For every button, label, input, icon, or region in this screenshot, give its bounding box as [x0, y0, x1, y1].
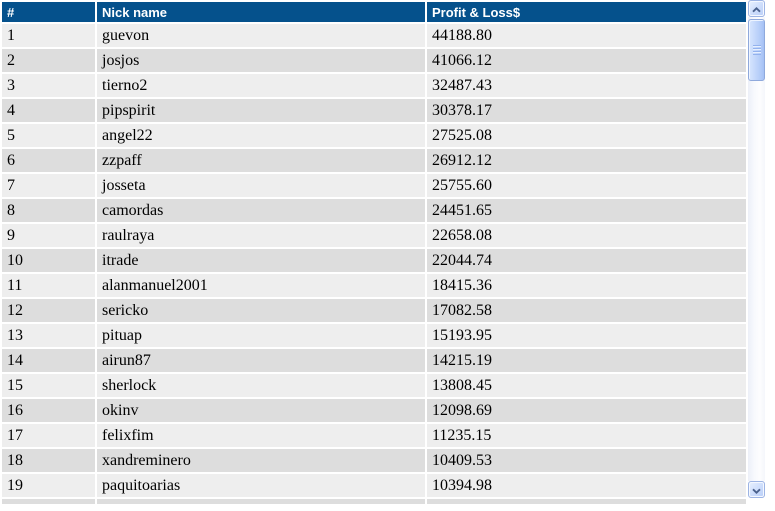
header-row: # Nick name Profit & Loss$ — [2, 2, 746, 22]
table-row: 3 tierno2 32487.43 — [2, 74, 746, 97]
table-body: 1 guevon 44188.80 2 josjos 41066.12 3 ti… — [2, 24, 746, 497]
table-row: 7 josseta 25755.60 — [2, 174, 746, 197]
pnl-cell: 22658.08 — [427, 224, 746, 247]
rank-cell: 18 — [2, 449, 95, 472]
scrollbar-thumb[interactable] — [748, 19, 765, 81]
rank-cell: 16 — [2, 399, 95, 422]
nick-cell: pituap — [97, 324, 425, 347]
pnl-cell: 30378.17 — [427, 99, 746, 122]
pnl-cell: 14215.19 — [427, 349, 746, 372]
pnl-cell: 10409.53 — [427, 449, 746, 472]
nick-cell: airun87 — [97, 349, 425, 372]
table-row: 18 xandreminero 10409.53 — [2, 449, 746, 472]
leaderboard-table: # Nick name Profit & Loss$ 1 guevon 4418… — [2, 2, 746, 504]
table-body-overflow — [2, 499, 746, 504]
rank-cell: 10 — [2, 249, 95, 272]
table-row: 11 alanmanuel2001 18415.36 — [2, 274, 746, 297]
nick-cell: josseta — [97, 174, 425, 197]
pnl-cell: 24451.65 — [427, 199, 746, 222]
rank-cell: 4 — [2, 99, 95, 122]
nick-cell: josjos — [97, 49, 425, 72]
rank-cell: 2 — [2, 49, 95, 72]
leaderboard-viewport: # Nick name Profit & Loss$ 1 guevon 4418… — [2, 2, 746, 504]
table-row: 10 itrade 22044.74 — [2, 249, 746, 272]
pnl-cell: 32487.43 — [427, 74, 746, 97]
rank-cell: 15 — [2, 374, 95, 397]
nick-cell: zzpaff — [97, 149, 425, 172]
scrollbar-track[interactable] — [748, 17, 765, 481]
nick-cell: paquitoarias — [97, 474, 425, 497]
table-row: 13 pituap 15193.95 — [2, 324, 746, 347]
table-row: 19 paquitoarias 10394.98 — [2, 474, 746, 497]
pnl-cell: 13808.45 — [427, 374, 746, 397]
pnl-cell: 26912.12 — [427, 149, 746, 172]
table-header: # Nick name Profit & Loss$ — [2, 2, 746, 22]
table-row-partial — [2, 499, 746, 504]
rank-cell: 13 — [2, 324, 95, 347]
table-row: 6 zzpaff 26912.12 — [2, 149, 746, 172]
table-row: 14 airun87 14215.19 — [2, 349, 746, 372]
table-row: 5 angel22 27525.08 — [2, 124, 746, 147]
scroll-down-button[interactable] — [748, 481, 765, 498]
pnl-cell: 22044.74 — [427, 249, 746, 272]
nick-cell: sericko — [97, 299, 425, 322]
nick-cell: raulraya — [97, 224, 425, 247]
table-row: 17 felixfim 11235.15 — [2, 424, 746, 447]
rank-cell: 17 — [2, 424, 95, 447]
pnl-cell: 44188.80 — [427, 24, 746, 47]
pnl-cell: 25755.60 — [427, 174, 746, 197]
table-row: 9 raulraya 22658.08 — [2, 224, 746, 247]
pnl-cell: 18415.36 — [427, 274, 746, 297]
vertical-scrollbar[interactable] — [748, 0, 765, 498]
pnl-cell: 17082.58 — [427, 299, 746, 322]
table-row: 4 pipspirit 30378.17 — [2, 99, 746, 122]
table-row: 8 camordas 24451.65 — [2, 199, 746, 222]
nick-cell: felixfim — [97, 424, 425, 447]
table-row: 1 guevon 44188.80 — [2, 24, 746, 47]
pnl-cell: 41066.12 — [427, 49, 746, 72]
nick-cell: guevon — [97, 24, 425, 47]
scroll-up-button[interactable] — [748, 0, 765, 17]
pnl-cell: 11235.15 — [427, 424, 746, 447]
rank-cell: 14 — [2, 349, 95, 372]
chevron-up-icon — [752, 0, 761, 18]
rank-cell: 1 — [2, 24, 95, 47]
nick-cell: angel22 — [97, 124, 425, 147]
rank-cell: 11 — [2, 274, 95, 297]
rank-cell: 3 — [2, 74, 95, 97]
table-row: 15 sherlock 13808.45 — [2, 374, 746, 397]
nick-cell: xandreminero — [97, 449, 425, 472]
rank-cell: 7 — [2, 174, 95, 197]
nick-cell: sherlock — [97, 374, 425, 397]
rank-cell: 8 — [2, 199, 95, 222]
column-header-nick-name[interactable]: Nick name — [97, 2, 425, 22]
pnl-cell — [427, 499, 746, 504]
pnl-cell: 10394.98 — [427, 474, 746, 497]
column-header-profit-loss[interactable]: Profit & Loss$ — [427, 2, 746, 22]
chevron-down-icon — [752, 481, 761, 499]
nick-cell: camordas — [97, 199, 425, 222]
rank-cell: 19 — [2, 474, 95, 497]
pnl-cell: 27525.08 — [427, 124, 746, 147]
rank-cell: 9 — [2, 224, 95, 247]
pnl-cell: 12098.69 — [427, 399, 746, 422]
column-header-rank[interactable]: # — [2, 2, 95, 22]
table-row: 16 okinv 12098.69 — [2, 399, 746, 422]
nick-cell: itrade — [97, 249, 425, 272]
rank-cell: 5 — [2, 124, 95, 147]
nick-cell — [97, 499, 425, 504]
rank-cell — [2, 499, 95, 504]
nick-cell: okinv — [97, 399, 425, 422]
nick-cell: alanmanuel2001 — [97, 274, 425, 297]
scrollbar-grip-icon — [752, 45, 761, 55]
nick-cell: pipspirit — [97, 99, 425, 122]
rank-cell: 6 — [2, 149, 95, 172]
pnl-cell: 15193.95 — [427, 324, 746, 347]
rank-cell: 12 — [2, 299, 95, 322]
table-row: 12 sericko 17082.58 — [2, 299, 746, 322]
nick-cell: tierno2 — [97, 74, 425, 97]
table-row: 2 josjos 41066.12 — [2, 49, 746, 72]
